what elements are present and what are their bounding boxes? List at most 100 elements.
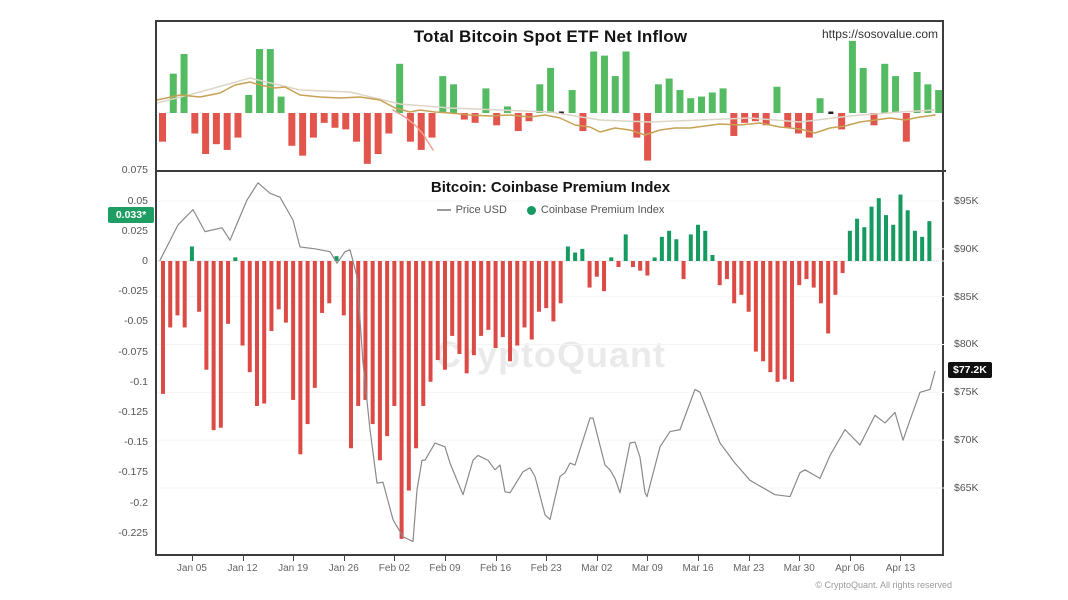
etf-bar [406,113,414,142]
premium-bar [399,261,404,539]
premium-bar [717,261,722,286]
etf-bar [848,40,856,114]
premium-bar [594,261,599,277]
etf-bar [212,113,220,145]
etf-bar [913,72,921,113]
premium-bar [204,261,209,370]
premium-bar [182,261,187,328]
etf-bar [676,90,684,113]
premium-bar [804,261,809,280]
premium-bar [226,261,231,324]
etf-bar [590,51,598,113]
premium-bar [421,261,426,406]
etf-bar [471,113,479,123]
x-axis-label: Mar 09 [631,563,663,574]
etf-bar [450,84,458,113]
etf-bar [493,113,501,126]
x-axis-tick [343,556,345,561]
x-axis-tick [748,556,750,561]
premium-bar [696,224,701,261]
x-axis-tick [546,556,548,561]
premium-bar [840,261,845,274]
etf-bar [902,113,910,142]
premium-bar [891,224,896,261]
premium-bar [233,257,238,261]
price-axis-label: $75K [954,386,979,399]
premium-bar [927,221,932,261]
premium-bar [500,261,505,338]
x-axis-tick [596,556,598,561]
premium-axis-label: -0.125 [118,406,148,418]
premium-bar [652,257,657,261]
premium-bar [363,261,368,400]
premium-bar [471,261,476,356]
premium-bar [291,261,296,400]
premium-bar [450,261,455,336]
premium-bar [392,261,397,406]
premium-bar [768,261,773,373]
premium-bar [522,261,527,328]
legend-item-premium: Coinbase Premium Index [526,204,664,216]
etf-bar [385,113,393,134]
x-axis-label: Feb 09 [429,563,461,574]
premium-bar [645,261,650,276]
x-axis-label: Mar 02 [581,563,613,574]
premium-bar [703,230,708,261]
etf-bar [320,113,328,123]
premium-bar [544,261,549,309]
premium-axis-label: -0.15 [124,436,148,449]
premium-bar [218,261,223,428]
premium-bar [905,210,910,261]
premium-bar [356,261,361,406]
premium-bar [428,261,433,382]
etf-inflow-plot [157,40,943,164]
premium-axis-label: -0.05 [124,315,148,328]
x-axis-label: Jan 05 [176,563,207,574]
price-axis-label: $85K [954,290,979,303]
x-axis-tick [799,556,801,561]
premium-bar [211,261,216,431]
price-axis-label: $70K [954,434,979,447]
etf-bar [536,84,544,113]
etf-bar [331,113,339,128]
etf-bar [600,55,608,113]
premium-axis-label: -0.225 [118,526,148,539]
etf-momentum-segment [392,109,434,151]
etf-bar [277,96,285,113]
etf-bar [547,67,555,113]
premium-bar [912,230,917,261]
x-axis-label: Apr 06 [835,563,865,574]
premium-bar [320,261,325,313]
premium-bar [833,261,838,295]
etf-bar [935,90,943,113]
premium-bar [724,261,729,280]
premium-bar [869,206,874,261]
etf-bar [482,88,490,113]
etf-bar [568,90,576,113]
premium-bar [341,261,346,316]
etf-bar [816,98,824,113]
premium-bar [739,261,744,295]
x-axis-tick [495,556,497,561]
premium-bar [623,234,628,261]
premium-bar [818,261,823,304]
etf-bar [654,84,662,113]
premium-bar [269,261,274,332]
etf-bar [223,113,231,150]
premium-bar [493,261,498,348]
premium-bar [262,261,267,404]
premium-bar [558,261,563,304]
etf-bar [514,113,522,132]
etf-bar [698,96,705,113]
premium-bar [580,248,585,261]
premium-bar [240,261,245,346]
premium-bar [884,215,888,261]
x-axis-label: Apr 13 [885,563,916,574]
premium-bar [435,261,440,361]
price-line-swatch-icon [436,209,451,211]
premium-bar [790,261,795,382]
premium-axis-label: 0.075 [121,164,148,177]
x-axis-tick [394,556,396,561]
price-axis-label: $65K [954,481,979,494]
